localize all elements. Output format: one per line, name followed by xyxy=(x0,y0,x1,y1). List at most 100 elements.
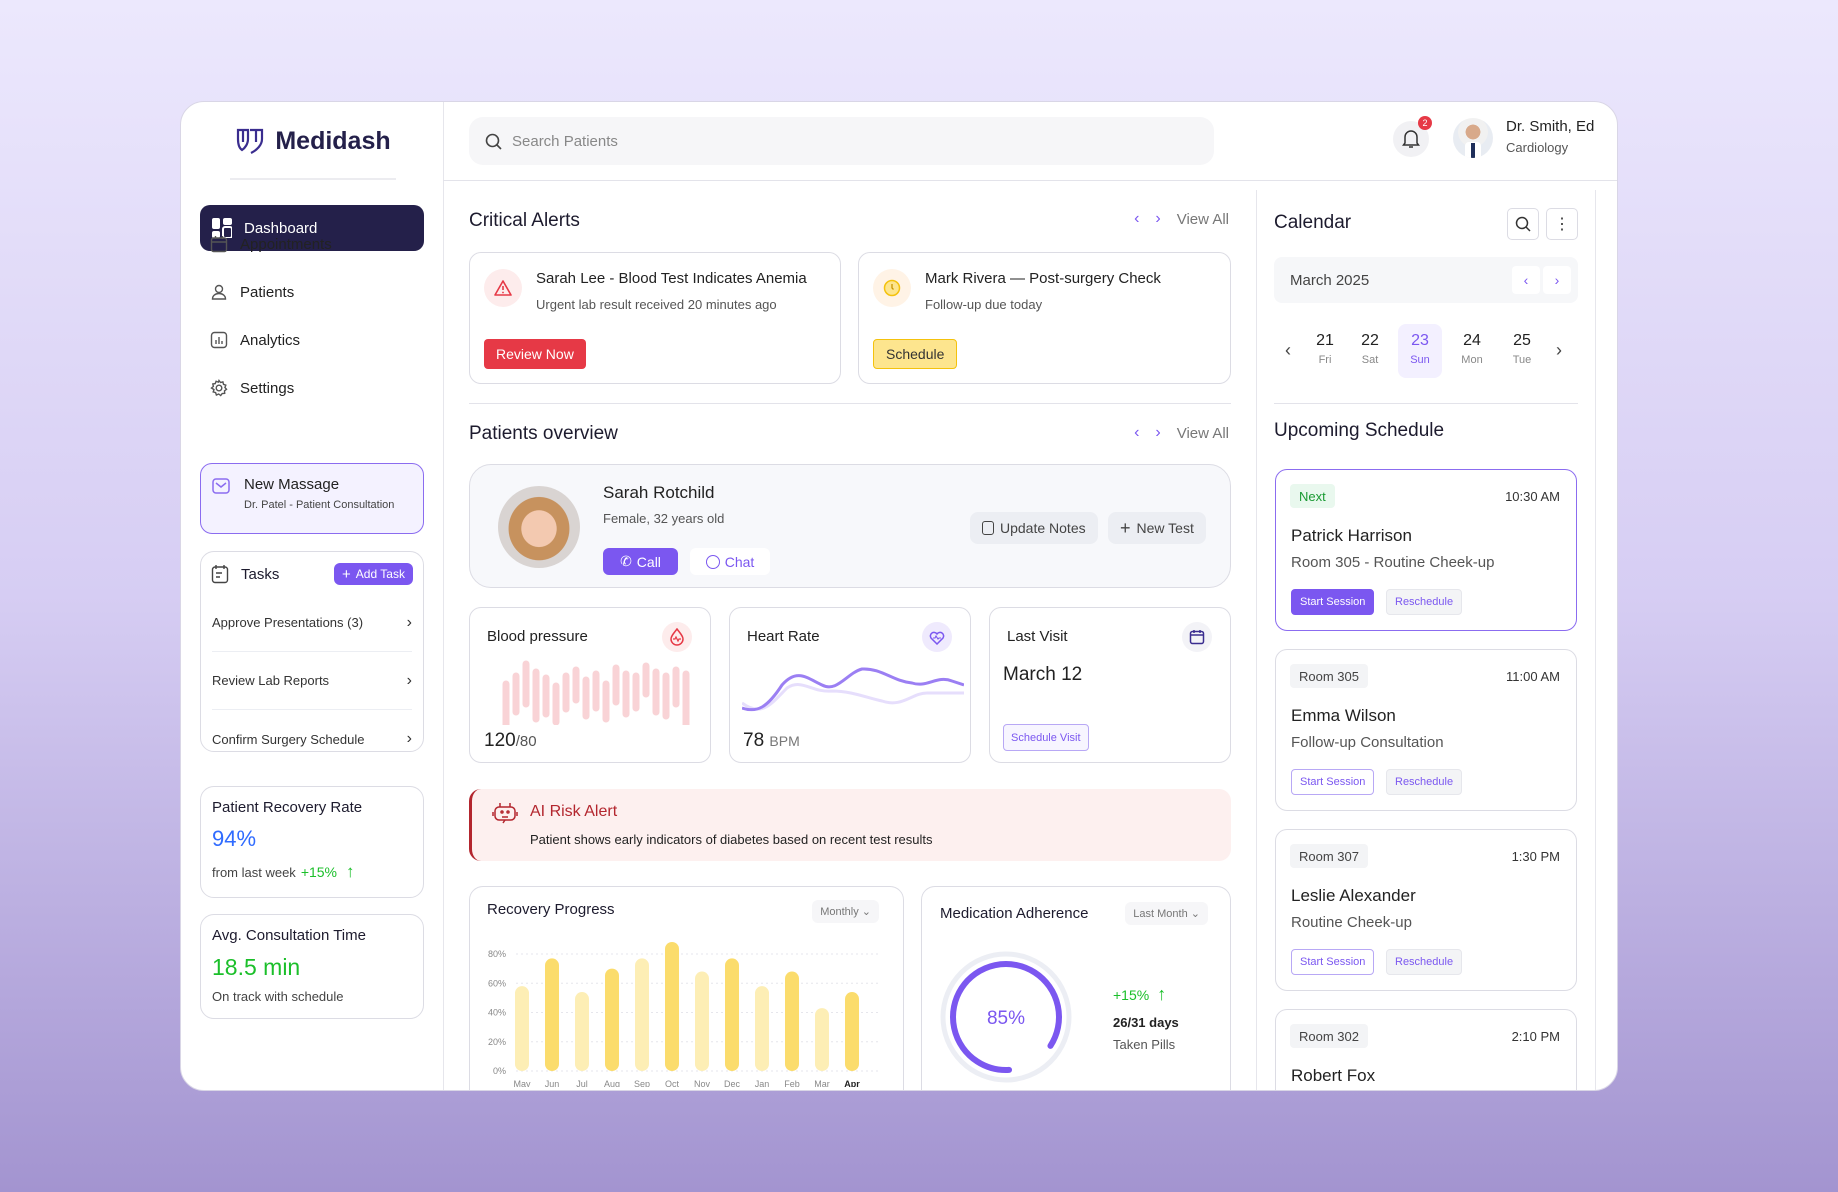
period-dropdown[interactable]: Last Month ⌄ xyxy=(1125,902,1208,925)
sidebar-item-settings[interactable]: Settings xyxy=(200,368,424,408)
month-label: March 2025 xyxy=(1290,271,1370,289)
prev-week-button[interactable]: ‹ xyxy=(1285,340,1291,360)
add-task-button[interactable]: + Add Task xyxy=(334,563,413,585)
view-all-link[interactable]: View All xyxy=(1176,210,1229,228)
view-all-link[interactable]: View All xyxy=(1176,424,1229,442)
sidebar-item-label: Appointments xyxy=(240,235,332,253)
task-item[interactable]: Review Lab Reports › xyxy=(212,652,412,710)
bar xyxy=(665,942,679,1071)
reschedule-button[interactable]: Reschedule xyxy=(1386,589,1463,615)
calendar-day[interactable]: 21 Fri xyxy=(1316,332,1334,366)
recovery-rate-card: Patient Recovery Rate 94% from last week… xyxy=(200,786,424,898)
month-selector: March 2025 ‹ › xyxy=(1274,257,1578,303)
x-tick-label: Aug xyxy=(604,1079,620,1087)
y-tick-label: 0% xyxy=(493,1066,506,1076)
sidebar-item-appointments[interactable]: Appointments xyxy=(200,224,424,264)
calendar-title: Calendar xyxy=(1274,212,1352,233)
calendar-day[interactable]: 25 Tue xyxy=(1512,332,1532,366)
schedule-visit-button[interactable]: Schedule Visit xyxy=(1003,724,1089,751)
user-avatar[interactable] xyxy=(1453,118,1493,158)
phone-icon: ✆ xyxy=(620,553,632,569)
chevron-left-icon[interactable]: ‹ xyxy=(1134,210,1140,227)
kebab-icon: ⋮ xyxy=(1554,216,1570,233)
calendar-search-button[interactable] xyxy=(1507,208,1539,240)
x-tick-label: Oct xyxy=(665,1079,680,1087)
chevron-left-icon[interactable]: ‹ xyxy=(1134,424,1140,441)
start-session-button[interactable]: Start Session xyxy=(1291,949,1375,975)
alert-card: Sarah Lee - Blood Test Indicates Anemia … xyxy=(469,252,841,384)
reschedule-button[interactable]: Reschedule xyxy=(1386,949,1463,975)
chevron-right-icon[interactable]: › xyxy=(1155,210,1161,227)
panel-divider xyxy=(1256,190,1257,1090)
ai-alert-text: Patient shows early indicators of diabet… xyxy=(530,832,933,847)
vital-title: Last Visit xyxy=(1007,628,1068,645)
sidebar-item-label: Patients xyxy=(240,283,295,301)
next-month-button[interactable]: › xyxy=(1543,266,1571,294)
bar xyxy=(785,971,799,1071)
bar xyxy=(605,968,619,1071)
chevron-right-icon[interactable]: › xyxy=(1155,424,1161,441)
robot-icon xyxy=(492,803,518,824)
heart-rate-line xyxy=(742,667,964,712)
alerts-nav: ‹ › View All xyxy=(1134,210,1229,228)
x-tick-label: Dec xyxy=(724,1079,741,1087)
heart-rate-card: Heart Rate 78 BPM xyxy=(729,607,971,763)
recovery-value: 94% xyxy=(212,826,257,851)
schedule-card: Room 305 11:00 AM Emma Wilson Follow-up … xyxy=(1275,649,1577,811)
room-badge: Room 305 xyxy=(1290,664,1368,688)
x-tick-label: Jan xyxy=(755,1079,770,1087)
notifications-button[interactable]: 2 xyxy=(1393,116,1432,157)
grid-icon xyxy=(212,218,232,238)
prev-month-button[interactable]: ‹ xyxy=(1512,266,1540,294)
call-button[interactable]: ✆ Call xyxy=(603,548,678,575)
start-session-button[interactable]: Start Session xyxy=(1291,589,1375,615)
new-message-card[interactable]: New Massage Dr. Patel - Patient Consulta… xyxy=(200,463,424,534)
search-bar[interactable] xyxy=(469,117,1214,165)
new-test-button[interactable]: + New Test xyxy=(1108,512,1206,544)
search-icon xyxy=(1515,216,1531,232)
ai-risk-alert: AI Risk Alert Patient shows early indica… xyxy=(469,789,1231,861)
app-name: Medidash xyxy=(275,126,391,155)
bar xyxy=(725,958,739,1071)
room-badge: Room 307 xyxy=(1290,844,1368,868)
mail-icon xyxy=(212,478,230,494)
chat-button[interactable]: Chat xyxy=(690,548,770,575)
schedule-desc: Routine Cheek-up xyxy=(1291,914,1412,931)
more-options-button[interactable]: ⋮ xyxy=(1546,208,1578,240)
next-badge: Next xyxy=(1290,484,1335,508)
search-input[interactable] xyxy=(512,132,1112,150)
sidebar-item-dashboard[interactable]: Dashboard xyxy=(200,205,424,251)
sidebar-item-analytics[interactable]: Analytics xyxy=(200,320,424,360)
notes-icon xyxy=(982,521,994,535)
calendar-day[interactable]: 24 Mon xyxy=(1461,332,1483,366)
x-tick-label: Jun xyxy=(545,1079,560,1087)
y-tick-label: 80% xyxy=(488,949,506,959)
calendar-day[interactable]: 22 Sat xyxy=(1361,332,1379,366)
shield-logo-icon xyxy=(237,128,264,154)
vital-title: Heart Rate xyxy=(747,628,820,645)
bar xyxy=(515,986,529,1071)
y-tick-label: 20% xyxy=(488,1037,506,1047)
user-info[interactable]: Dr. Smith, Ed Cardiology xyxy=(1506,118,1594,155)
schedule-card: Room 302 2:10 PM Robert Fox xyxy=(1275,1009,1577,1090)
task-item[interactable]: Confirm Surgery Schedule › xyxy=(212,730,412,747)
period-dropdown[interactable]: Monthly ⌄ xyxy=(812,900,879,923)
start-session-button[interactable]: Start Session xyxy=(1291,769,1375,795)
review-now-button[interactable]: Review Now xyxy=(484,339,586,369)
patient-info: Female, 32 years old xyxy=(603,511,725,526)
schedule-button[interactable]: Schedule xyxy=(873,339,958,369)
consultation-time-card: Avg. Consultation Time 18.5 min On track… xyxy=(200,914,424,1019)
logo[interactable]: Medidash xyxy=(201,116,425,166)
calendar-icon xyxy=(210,236,228,253)
calendar-day-selected[interactable]: 23 Sun xyxy=(1398,324,1442,378)
task-item[interactable]: Approve Presentations (3) › xyxy=(212,594,412,652)
section-divider xyxy=(1274,403,1578,404)
warning-icon xyxy=(484,269,522,307)
adherence-change: +15% xyxy=(1113,986,1150,1003)
ai-alert-title: AI Risk Alert xyxy=(530,803,618,820)
reschedule-button[interactable]: Reschedule xyxy=(1386,769,1463,795)
update-notes-button[interactable]: Update Notes xyxy=(970,512,1098,544)
sidebar-item-patients[interactable]: Patients xyxy=(200,272,424,312)
panel-divider xyxy=(1595,190,1596,1090)
next-week-button[interactable]: › xyxy=(1556,340,1562,360)
